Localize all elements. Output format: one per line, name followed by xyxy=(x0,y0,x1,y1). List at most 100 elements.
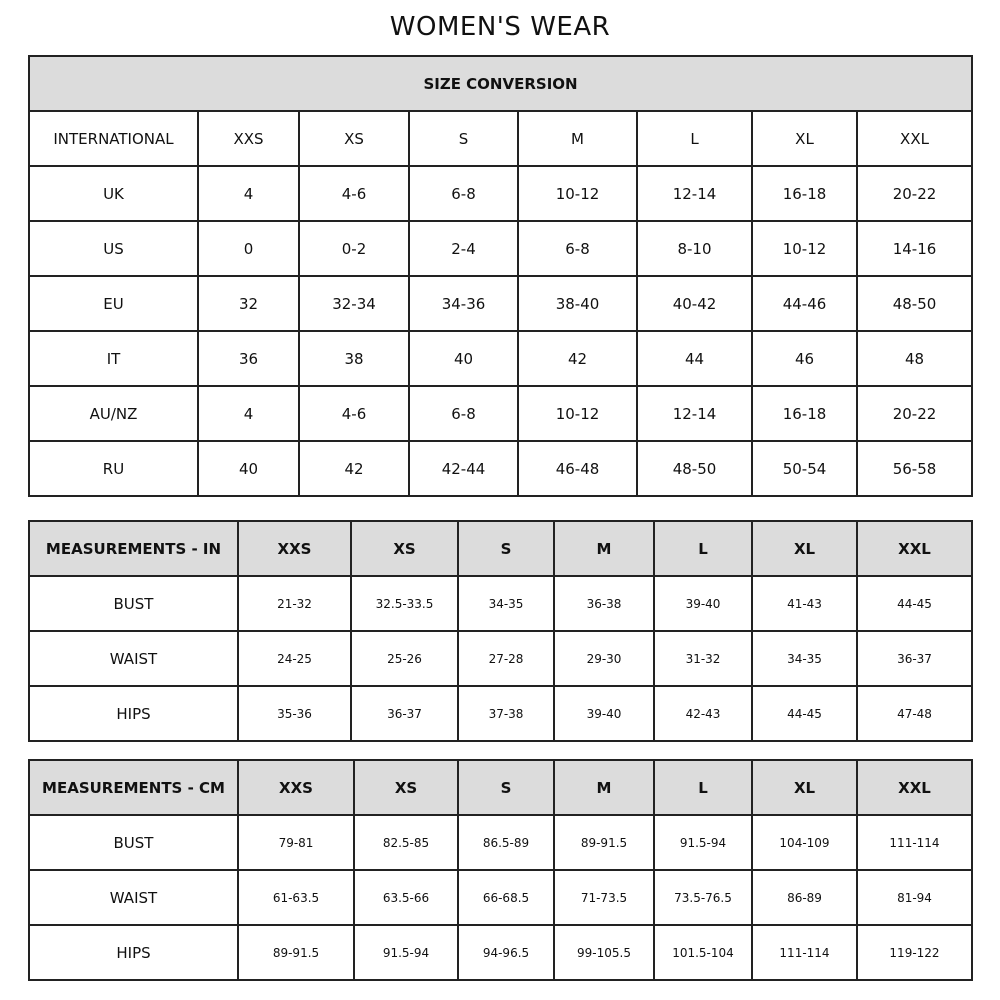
table-cell: 94-96.5 xyxy=(457,924,555,981)
table-cell: 2-4 xyxy=(408,220,519,277)
table-cell: 35-36 xyxy=(237,685,352,742)
table-cell: 20-22 xyxy=(855,385,974,442)
table-cell: 99-105.5 xyxy=(553,924,655,981)
table-cell: 6-8 xyxy=(408,385,519,442)
table-cell: 61-63.5 xyxy=(237,869,355,926)
table-cell: 111-114 xyxy=(856,814,973,871)
table-cell: 36 xyxy=(197,330,300,387)
table-cell: 0-2 xyxy=(298,220,410,277)
table-cell: 32 xyxy=(197,275,300,332)
row-label: BUST xyxy=(28,575,239,632)
table-cell: 42 xyxy=(517,330,638,387)
table-cell: 4 xyxy=(197,385,300,442)
table-cell: 111-114 xyxy=(751,924,858,981)
table-cell: 21-32 xyxy=(237,575,352,632)
table-cell: 40 xyxy=(408,330,519,387)
size-conversion-table: SIZE CONVERSION INTERNATIONAL XXS XS S M L XL X… xyxy=(27,55,974,497)
table-cell: 32-34 xyxy=(298,275,410,332)
measurements-in-table: MEASUREMENTS - IN XXS XS S M L XL XXL BUST 21-32 3… xyxy=(28,520,973,742)
table-cell: 48-50 xyxy=(855,275,974,332)
table-cell: 44 xyxy=(636,330,753,387)
column-header: XXL xyxy=(856,520,973,577)
table-cell: 86.5-89 xyxy=(457,814,555,871)
row-label: RU xyxy=(28,440,199,497)
table-cell: 39-40 xyxy=(653,575,753,632)
column-header: XXL xyxy=(856,759,973,816)
table-cell: 14-16 xyxy=(855,220,974,277)
column-header: S xyxy=(457,759,555,816)
column-header: XL xyxy=(751,759,858,816)
column-header: XL xyxy=(751,520,858,577)
table-row: BUST 21-32 32.5-33.5 34-35 36-38 39-40 41-43 44… xyxy=(28,575,973,632)
table-cell: 81-94 xyxy=(856,869,973,926)
column-header: XS xyxy=(353,759,459,816)
table-cell: 73.5-76.5 xyxy=(653,869,753,926)
column-header: S xyxy=(408,110,519,167)
table-cell: 38-40 xyxy=(517,275,638,332)
row-label: UK xyxy=(28,165,199,222)
row-label: WAIST xyxy=(28,630,239,687)
column-header: S xyxy=(457,520,555,577)
table-cell: 37-38 xyxy=(457,685,555,742)
table-cell: 48 xyxy=(855,330,974,387)
header-row: MEASUREMENTS - CM XXS XS S M L XL XXL xyxy=(28,759,973,816)
row-label: US xyxy=(28,220,199,277)
column-header: XL xyxy=(751,110,858,167)
header-row: INTERNATIONAL XXS XS S M L XL XXL xyxy=(28,110,974,167)
table-row: RU 40 42 42-44 46-48 48-50 50-54 56-58 xyxy=(28,440,974,497)
table-cell: 32.5-33.5 xyxy=(350,575,459,632)
column-header: XXS xyxy=(237,520,352,577)
column-header: MEASUREMENTS - IN xyxy=(28,520,239,577)
table-cell: 38 xyxy=(298,330,410,387)
table-cell: 63.5-66 xyxy=(353,869,459,926)
table-row: HIPS 89-91.5 91.5-94 94-96.5 99-105.5 101.5-1… xyxy=(28,924,973,981)
table-cell: 10-12 xyxy=(517,165,638,222)
column-header: XXL xyxy=(855,110,974,167)
column-header: INTERNATIONAL xyxy=(28,110,199,167)
table-cell: 119-122 xyxy=(856,924,973,981)
table-cell: 39-40 xyxy=(553,685,655,742)
column-header: XS xyxy=(298,110,410,167)
column-header: XXS xyxy=(197,110,300,167)
table-row: US 0 0-2 2-4 6-8 8-10 10-12 14-16 xyxy=(28,220,974,277)
table-cell: 16-18 xyxy=(751,385,858,442)
table-cell: 12-14 xyxy=(636,165,753,222)
table-cell: 4 xyxy=(197,165,300,222)
table-cell: 25-26 xyxy=(350,630,459,687)
table-cell: 20-22 xyxy=(855,165,974,222)
table-cell: 47-48 xyxy=(856,685,973,742)
header-row: MEASUREMENTS - IN XXS XS S M L XL XXL xyxy=(28,520,973,577)
column-header: XS xyxy=(350,520,459,577)
table-row: WAIST 61-63.5 63.5-66 66-68.5 71-73.5 73.5-76… xyxy=(28,869,973,926)
table-cell: 10-12 xyxy=(517,385,638,442)
table-cell: 44-45 xyxy=(751,685,858,742)
column-header: M xyxy=(517,110,638,167)
table-cell: 42-44 xyxy=(408,440,519,497)
measurements-cm-table: MEASUREMENTS - CM XXS XS S M L XL XXL BUST 79-81 8… xyxy=(28,759,973,981)
table-cell: 46-48 xyxy=(517,440,638,497)
column-header: L xyxy=(653,520,753,577)
row-label: EU xyxy=(28,275,199,332)
table-cell: 42 xyxy=(298,440,410,497)
table-cell: 91.5-94 xyxy=(653,814,753,871)
table-cell: 91.5-94 xyxy=(353,924,459,981)
table-cell: 0 xyxy=(197,220,300,277)
table-row: WAIST 24-25 25-26 27-28 29-30 31-32 34-35 36-37 xyxy=(28,630,973,687)
table-row: EU 32 32-34 34-36 38-40 40-42 44-46 48-50 xyxy=(28,275,974,332)
page-title: WOMEN'S WEAR xyxy=(389,12,611,42)
table-row: HIPS 35-36 36-37 37-38 39-40 42-43 44-45 47-48 xyxy=(28,685,973,742)
table-cell: 4-6 xyxy=(298,385,410,442)
column-header: M xyxy=(553,520,655,577)
table-cell: 4-6 xyxy=(298,165,410,222)
table-cell: 36-38 xyxy=(553,575,655,632)
row-label: BUST xyxy=(28,814,239,871)
table-cell: 41-43 xyxy=(751,575,858,632)
table-cell: 50-54 xyxy=(751,440,858,497)
table-cell: 66-68.5 xyxy=(457,869,555,926)
table-cell: 6-8 xyxy=(517,220,638,277)
table-cell: 24-25 xyxy=(237,630,352,687)
table-cell: 82.5-85 xyxy=(353,814,459,871)
table-cell: 46 xyxy=(751,330,858,387)
table-row: UK 4 4-6 6-8 10-12 12-14 16-18 20-22 xyxy=(28,165,974,222)
table-cell: 29-30 xyxy=(553,630,655,687)
